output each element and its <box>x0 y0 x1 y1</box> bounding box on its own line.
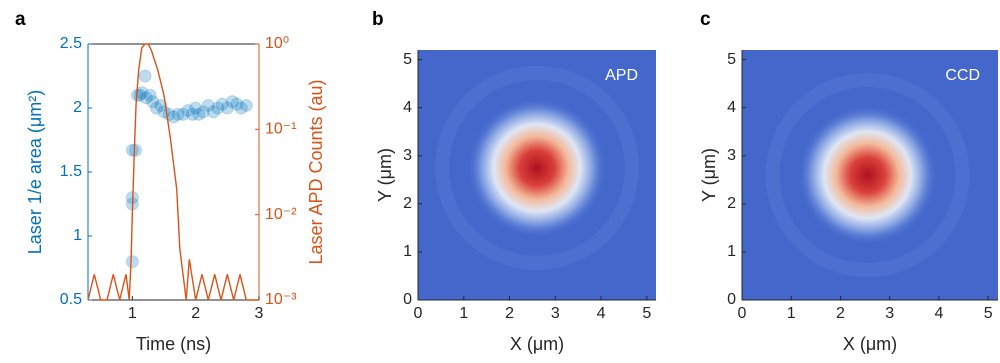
y-tick-label: 2.5 <box>60 35 82 52</box>
y-tick-label: 1 <box>403 243 412 260</box>
y-axis-label: Laser 1/e area (μm²) <box>25 90 45 254</box>
x-tick-label: 1 <box>459 305 468 322</box>
y-tick-label: 5 <box>403 51 412 68</box>
y-tick-label: 1.5 <box>60 163 82 180</box>
x-tick-label: 5 <box>642 305 651 322</box>
y-tick-label: 1 <box>727 243 736 260</box>
y-tick-label: 0 <box>727 291 736 308</box>
scatter-point <box>240 99 252 111</box>
y-tick-label: 0 <box>403 291 412 308</box>
y2-tick-label: 10⁻³ <box>265 291 297 308</box>
x-tick-label: 3 <box>885 305 894 322</box>
scatter-point <box>130 144 142 156</box>
x-axis-label: X (μm) <box>510 334 564 354</box>
x-tick-label: 1 <box>128 305 137 322</box>
y-tick-label: 4 <box>403 99 412 116</box>
figure: a 1 2 3 0.5 1 1.5 2 2.5 Time (ns) Laser 1/e area (… <box>0 0 1000 363</box>
heatmap-spot <box>798 105 938 245</box>
panel-label: b <box>372 9 384 30</box>
y-tick-label: 3 <box>403 147 412 164</box>
x-tick-label: 2 <box>836 305 845 322</box>
x-tick-label: 2 <box>505 305 514 322</box>
x-tick-label: 4 <box>597 305 606 322</box>
y-tick-label: 2 <box>727 195 736 212</box>
line-series <box>88 44 259 300</box>
y2-tick-label: 10⁻¹ <box>265 121 297 138</box>
x-tick-label: 0 <box>414 305 423 322</box>
x-tick-label: 2 <box>191 305 200 322</box>
y-tick-label: 5 <box>727 51 736 68</box>
scatter-point <box>139 70 151 82</box>
y2-tick-label: 10⁰ <box>265 35 289 52</box>
y-tick-label: 2 <box>73 99 82 116</box>
x-axis-label: Time (ns) <box>136 334 211 354</box>
y-tick-label: 3 <box>727 147 736 164</box>
y2-tick-label: 10⁻² <box>265 206 297 223</box>
x-tick-label: 3 <box>551 305 560 322</box>
x-axis-label: X (μm) <box>843 334 897 354</box>
annotation: APD <box>605 67 638 84</box>
panel-label: a <box>15 9 26 30</box>
y2-axis-label: Laser APD Counts (au) <box>306 79 326 264</box>
x-tick-label: 4 <box>934 305 943 322</box>
y-tick-label: 4 <box>727 99 736 116</box>
x-tick-label: 3 <box>255 305 264 322</box>
y-axis-label: Y (μm) <box>375 148 395 202</box>
x-tick-label: 0 <box>738 305 747 322</box>
y-axis-label: Y (μm) <box>699 148 719 202</box>
annotation: CCD <box>945 67 980 84</box>
x-tick-label: 5 <box>984 305 993 322</box>
heatmap-spot <box>467 98 607 238</box>
scatter-point <box>126 256 138 268</box>
y-tick-label: 0.5 <box>60 291 82 308</box>
y-tick-label: 1 <box>73 227 82 244</box>
y-tick-label: 2 <box>403 195 412 212</box>
panel-label: c <box>700 9 711 30</box>
x-tick-label: 1 <box>787 305 796 322</box>
